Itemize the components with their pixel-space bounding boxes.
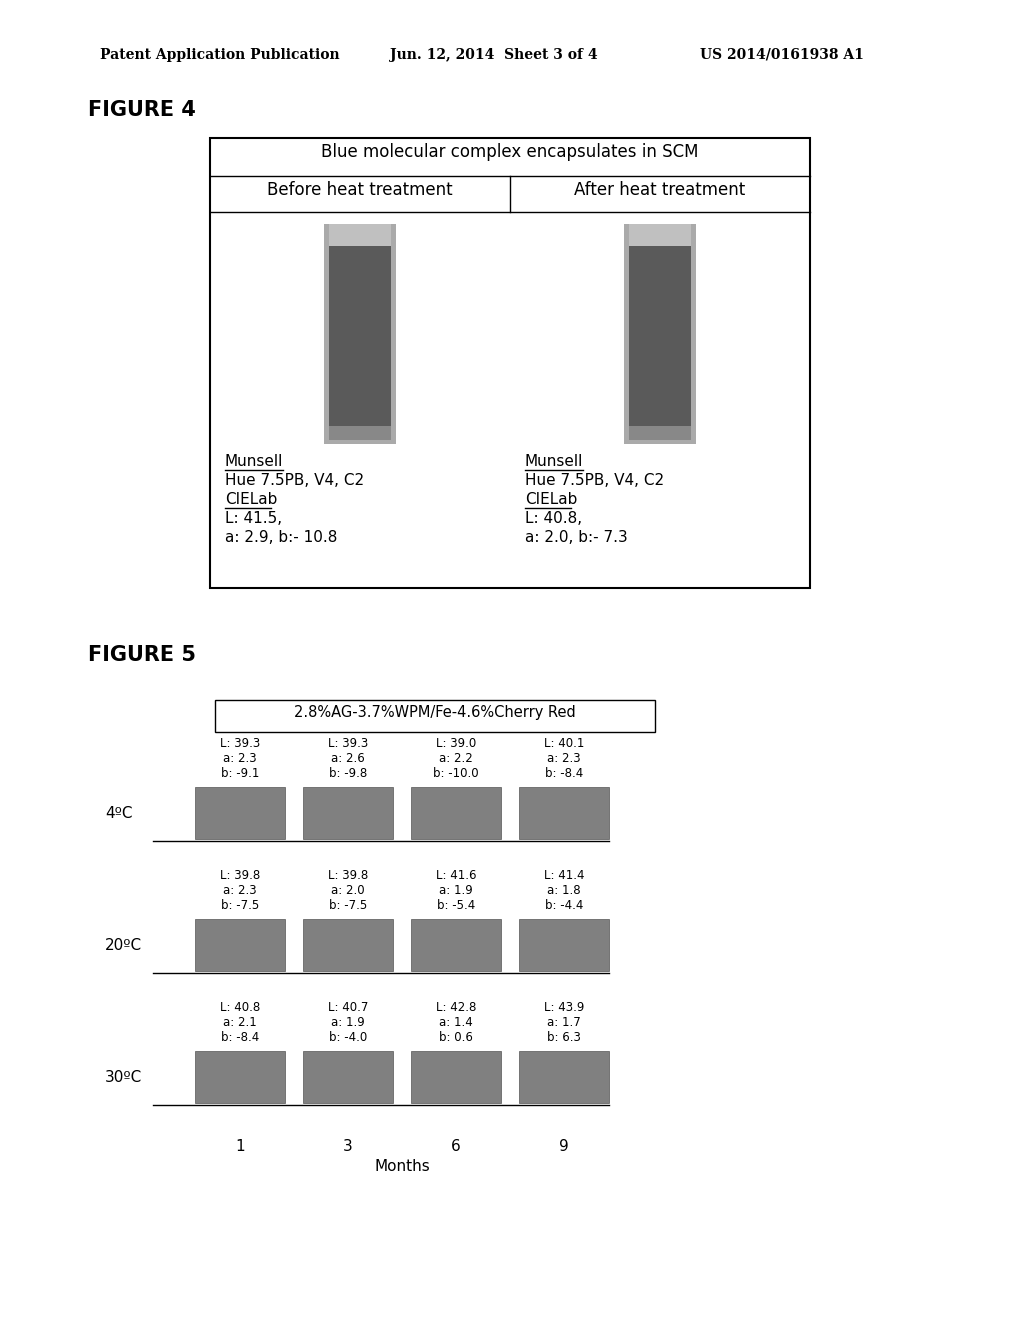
Text: a: 2.3: a: 2.3	[223, 884, 257, 898]
Text: L: 40.8,: L: 40.8,	[525, 511, 582, 525]
Bar	[411, 1051, 501, 1104]
Text: a: 2.2: a: 2.2	[439, 752, 473, 766]
Text: b: -8.4: b: -8.4	[221, 1031, 259, 1044]
Text: b: -9.8: b: -9.8	[329, 767, 368, 780]
Text: L: 43.9: L: 43.9	[544, 1001, 584, 1014]
Text: a: 2.0, b:- 7.3: a: 2.0, b:- 7.3	[525, 531, 628, 545]
Text: L: 39.8: L: 39.8	[220, 869, 260, 882]
Text: 30ºC: 30ºC	[105, 1071, 142, 1085]
Text: b: -7.5: b: -7.5	[221, 899, 259, 912]
Text: 2.8%AG-3.7%WPM/Fe-4.6%Cherry Red: 2.8%AG-3.7%WPM/Fe-4.6%Cherry Red	[294, 705, 575, 719]
Text: US 2014/0161938 A1: US 2014/0161938 A1	[700, 48, 864, 62]
Bar	[303, 787, 393, 840]
Text: a: 2.3: a: 2.3	[223, 752, 257, 766]
Text: Blue molecular complex encapsulates in SCM: Blue molecular complex encapsulates in S…	[322, 143, 698, 161]
Text: Before heat treatment: Before heat treatment	[267, 181, 453, 199]
Bar	[519, 787, 609, 840]
Text: a: 1.9: a: 1.9	[439, 884, 473, 898]
Text: L: 40.1: L: 40.1	[544, 737, 584, 750]
Bar	[519, 919, 609, 972]
Text: b: -8.4: b: -8.4	[545, 767, 583, 780]
Text: Patent Application Publication: Patent Application Publication	[100, 48, 340, 62]
Bar	[629, 426, 691, 440]
Text: L: 39.3: L: 39.3	[328, 737, 368, 750]
Text: b: -4.0: b: -4.0	[329, 1031, 368, 1044]
Text: L: 39.3: L: 39.3	[220, 737, 260, 750]
Bar	[303, 919, 393, 972]
Text: FIGURE 4: FIGURE 4	[88, 100, 196, 120]
Text: L: 39.0: L: 39.0	[436, 737, 476, 750]
Text: 6: 6	[452, 1139, 461, 1154]
Text: 4ºC: 4ºC	[105, 807, 132, 821]
Text: L: 41.4: L: 41.4	[544, 869, 585, 882]
Bar	[629, 224, 691, 246]
Text: Hue 7.5PB, V4, C2: Hue 7.5PB, V4, C2	[525, 473, 665, 488]
Bar	[195, 919, 285, 972]
Bar	[329, 226, 391, 430]
Text: a: 2.1: a: 2.1	[223, 1016, 257, 1030]
Text: Months: Months	[374, 1159, 430, 1173]
Bar	[195, 1051, 285, 1104]
Text: a: 2.0: a: 2.0	[331, 884, 365, 898]
Text: b: -9.1: b: -9.1	[221, 767, 259, 780]
Text: L: 39.8: L: 39.8	[328, 869, 368, 882]
Text: b: -7.5: b: -7.5	[329, 899, 368, 912]
Text: a: 1.9: a: 1.9	[331, 1016, 365, 1030]
Text: L: 42.8: L: 42.8	[436, 1001, 476, 1014]
Text: a: 2.3: a: 2.3	[547, 752, 581, 766]
Text: a: 2.9, b:- 10.8: a: 2.9, b:- 10.8	[225, 531, 337, 545]
Bar	[215, 700, 655, 733]
Bar	[210, 139, 810, 587]
Bar	[629, 226, 691, 430]
Text: Jun. 12, 2014  Sheet 3 of 4: Jun. 12, 2014 Sheet 3 of 4	[390, 48, 598, 62]
Text: 3: 3	[343, 1139, 353, 1154]
Text: L: 40.7: L: 40.7	[328, 1001, 369, 1014]
Bar	[411, 919, 501, 972]
Text: CIELab: CIELab	[225, 492, 278, 507]
Text: CIELab: CIELab	[525, 492, 578, 507]
Text: Hue 7.5PB, V4, C2: Hue 7.5PB, V4, C2	[225, 473, 365, 488]
Text: 9: 9	[559, 1139, 569, 1154]
Text: L: 41.6: L: 41.6	[436, 869, 476, 882]
Bar	[329, 426, 391, 440]
Text: b: 6.3: b: 6.3	[547, 1031, 581, 1044]
Text: Munsell: Munsell	[225, 454, 284, 469]
Bar	[329, 224, 391, 246]
Bar	[195, 787, 285, 840]
Text: b: -10.0: b: -10.0	[433, 767, 479, 780]
Text: 20ºC: 20ºC	[105, 939, 142, 953]
Text: L: 40.8: L: 40.8	[220, 1001, 260, 1014]
Text: b: -4.4: b: -4.4	[545, 899, 584, 912]
Text: After heat treatment: After heat treatment	[574, 181, 745, 199]
Bar	[303, 1051, 393, 1104]
Text: b: -5.4: b: -5.4	[437, 899, 475, 912]
Bar	[411, 787, 501, 840]
Text: Munsell: Munsell	[525, 454, 584, 469]
Text: a: 1.7: a: 1.7	[547, 1016, 581, 1030]
Bar	[624, 224, 696, 444]
Text: FIGURE 5: FIGURE 5	[88, 645, 196, 665]
Bar	[519, 1051, 609, 1104]
Bar	[324, 224, 396, 444]
Text: a: 1.4: a: 1.4	[439, 1016, 473, 1030]
Text: a: 2.6: a: 2.6	[331, 752, 365, 766]
Text: a: 1.8: a: 1.8	[547, 884, 581, 898]
Text: 1: 1	[236, 1139, 245, 1154]
Text: L: 41.5,: L: 41.5,	[225, 511, 283, 525]
Text: b: 0.6: b: 0.6	[439, 1031, 473, 1044]
